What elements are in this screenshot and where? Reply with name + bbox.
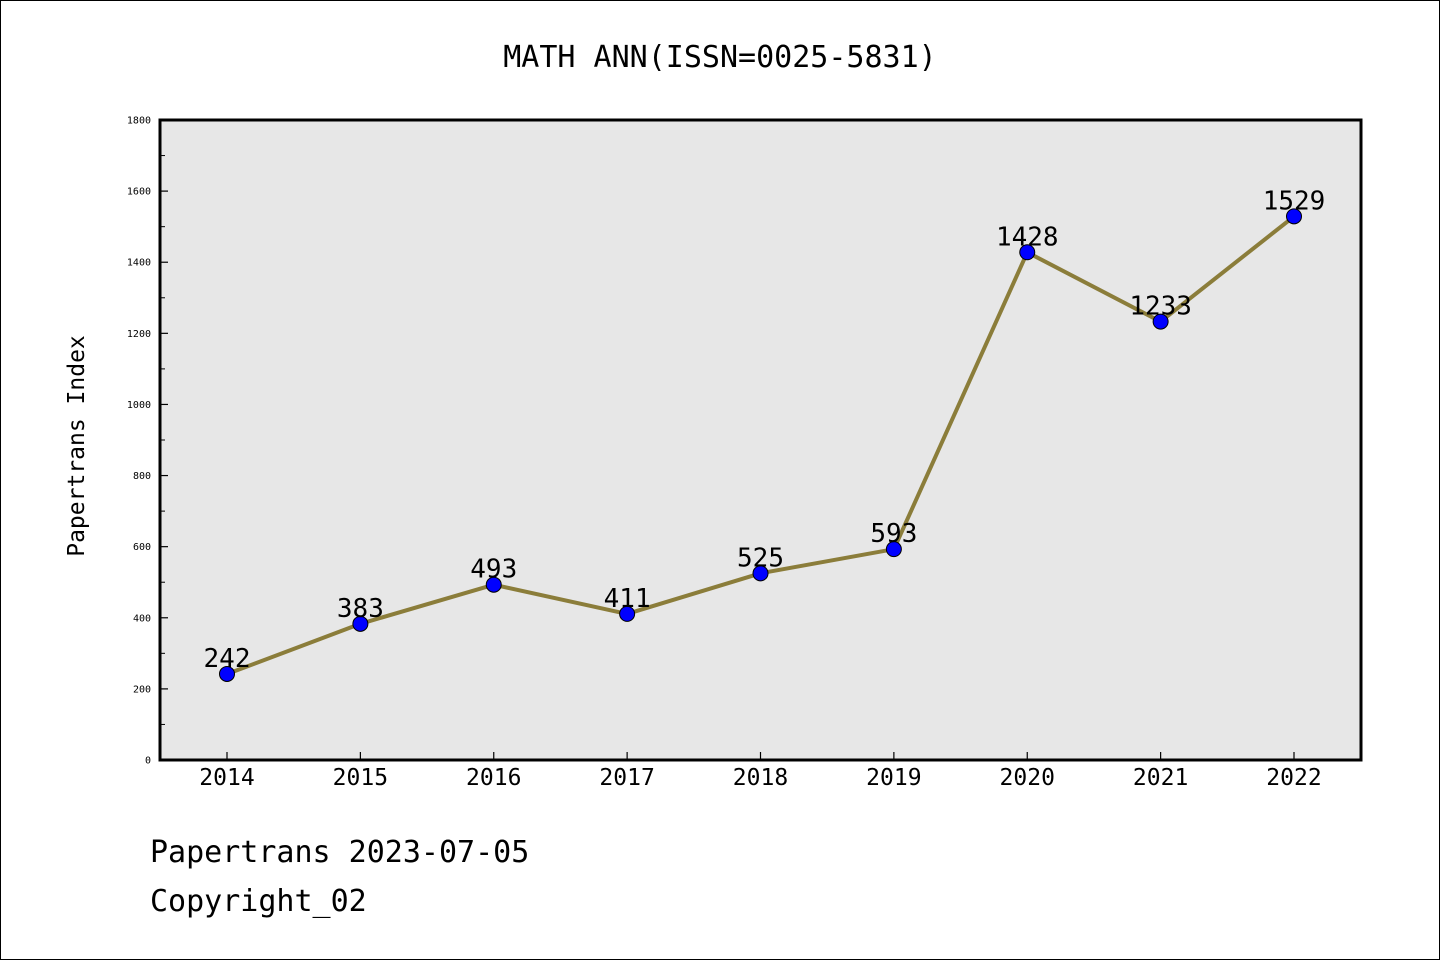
- data-point: [1019, 244, 1036, 261]
- x-tick-label: 2019: [866, 765, 921, 791]
- x-tick-label: 2021: [1133, 765, 1188, 791]
- plot-border: [158, 118, 1363, 762]
- y-tick-label: 1400: [127, 258, 151, 269]
- data-label: 1428: [996, 222, 1059, 252]
- data-label: 493: [470, 555, 517, 585]
- y-tick-label: 200: [133, 684, 151, 695]
- data-point: [352, 615, 369, 632]
- x-tick-label: 2016: [466, 765, 521, 791]
- data-point: [619, 605, 636, 622]
- data-label: 525: [737, 543, 784, 573]
- y-tick-label: 1800: [127, 116, 151, 127]
- plot-area: [160, 120, 1361, 760]
- x-tick-label: 2022: [1266, 765, 1321, 791]
- x-axis-ticks: 2014 2015 2016 2017 2018 2019 2020 2021 2022: [199, 752, 1322, 791]
- y-tick-label: 600: [133, 542, 151, 553]
- data-point: [1152, 313, 1169, 330]
- data-point: [885, 541, 902, 558]
- y-tick-label: 0: [145, 756, 151, 767]
- data-point: [1286, 208, 1302, 225]
- markers-layer: [219, 208, 1302, 682]
- data-point: [485, 576, 502, 593]
- data-label: 1529: [1263, 186, 1326, 216]
- x-tick-label: 2014: [199, 765, 254, 791]
- y-axis-label: Papertrans Index: [64, 335, 90, 557]
- data-label: 593: [870, 519, 917, 549]
- y-tick-label: 1600: [127, 187, 151, 198]
- y-tick-label: 1200: [127, 329, 151, 340]
- y-tick-label: 800: [133, 471, 151, 482]
- chart-title: MATH ANN(ISSN=0025-5831): [503, 40, 936, 75]
- footer-copyright-text: Copyright_02: [150, 884, 367, 919]
- data-label: 1233: [1129, 292, 1192, 322]
- data-point: [219, 665, 235, 682]
- y-tick-label: 400: [133, 613, 151, 624]
- data-label: 242: [204, 644, 251, 674]
- y-tick-label: 1000: [127, 400, 151, 411]
- footer-date-text: Papertrans 2023-07-05: [150, 835, 530, 870]
- x-tick-label: 2020: [1000, 765, 1055, 791]
- x-tick-label: 2015: [333, 765, 388, 791]
- x-tick-label: 2017: [599, 765, 654, 791]
- data-labels-layer: 242 383 493 411 525 593 1428 1233 1529: [204, 186, 1326, 674]
- data-point: [752, 565, 769, 582]
- data-label: 411: [604, 584, 651, 614]
- x-tick-label: 2018: [733, 765, 788, 791]
- data-label: 383: [337, 594, 384, 624]
